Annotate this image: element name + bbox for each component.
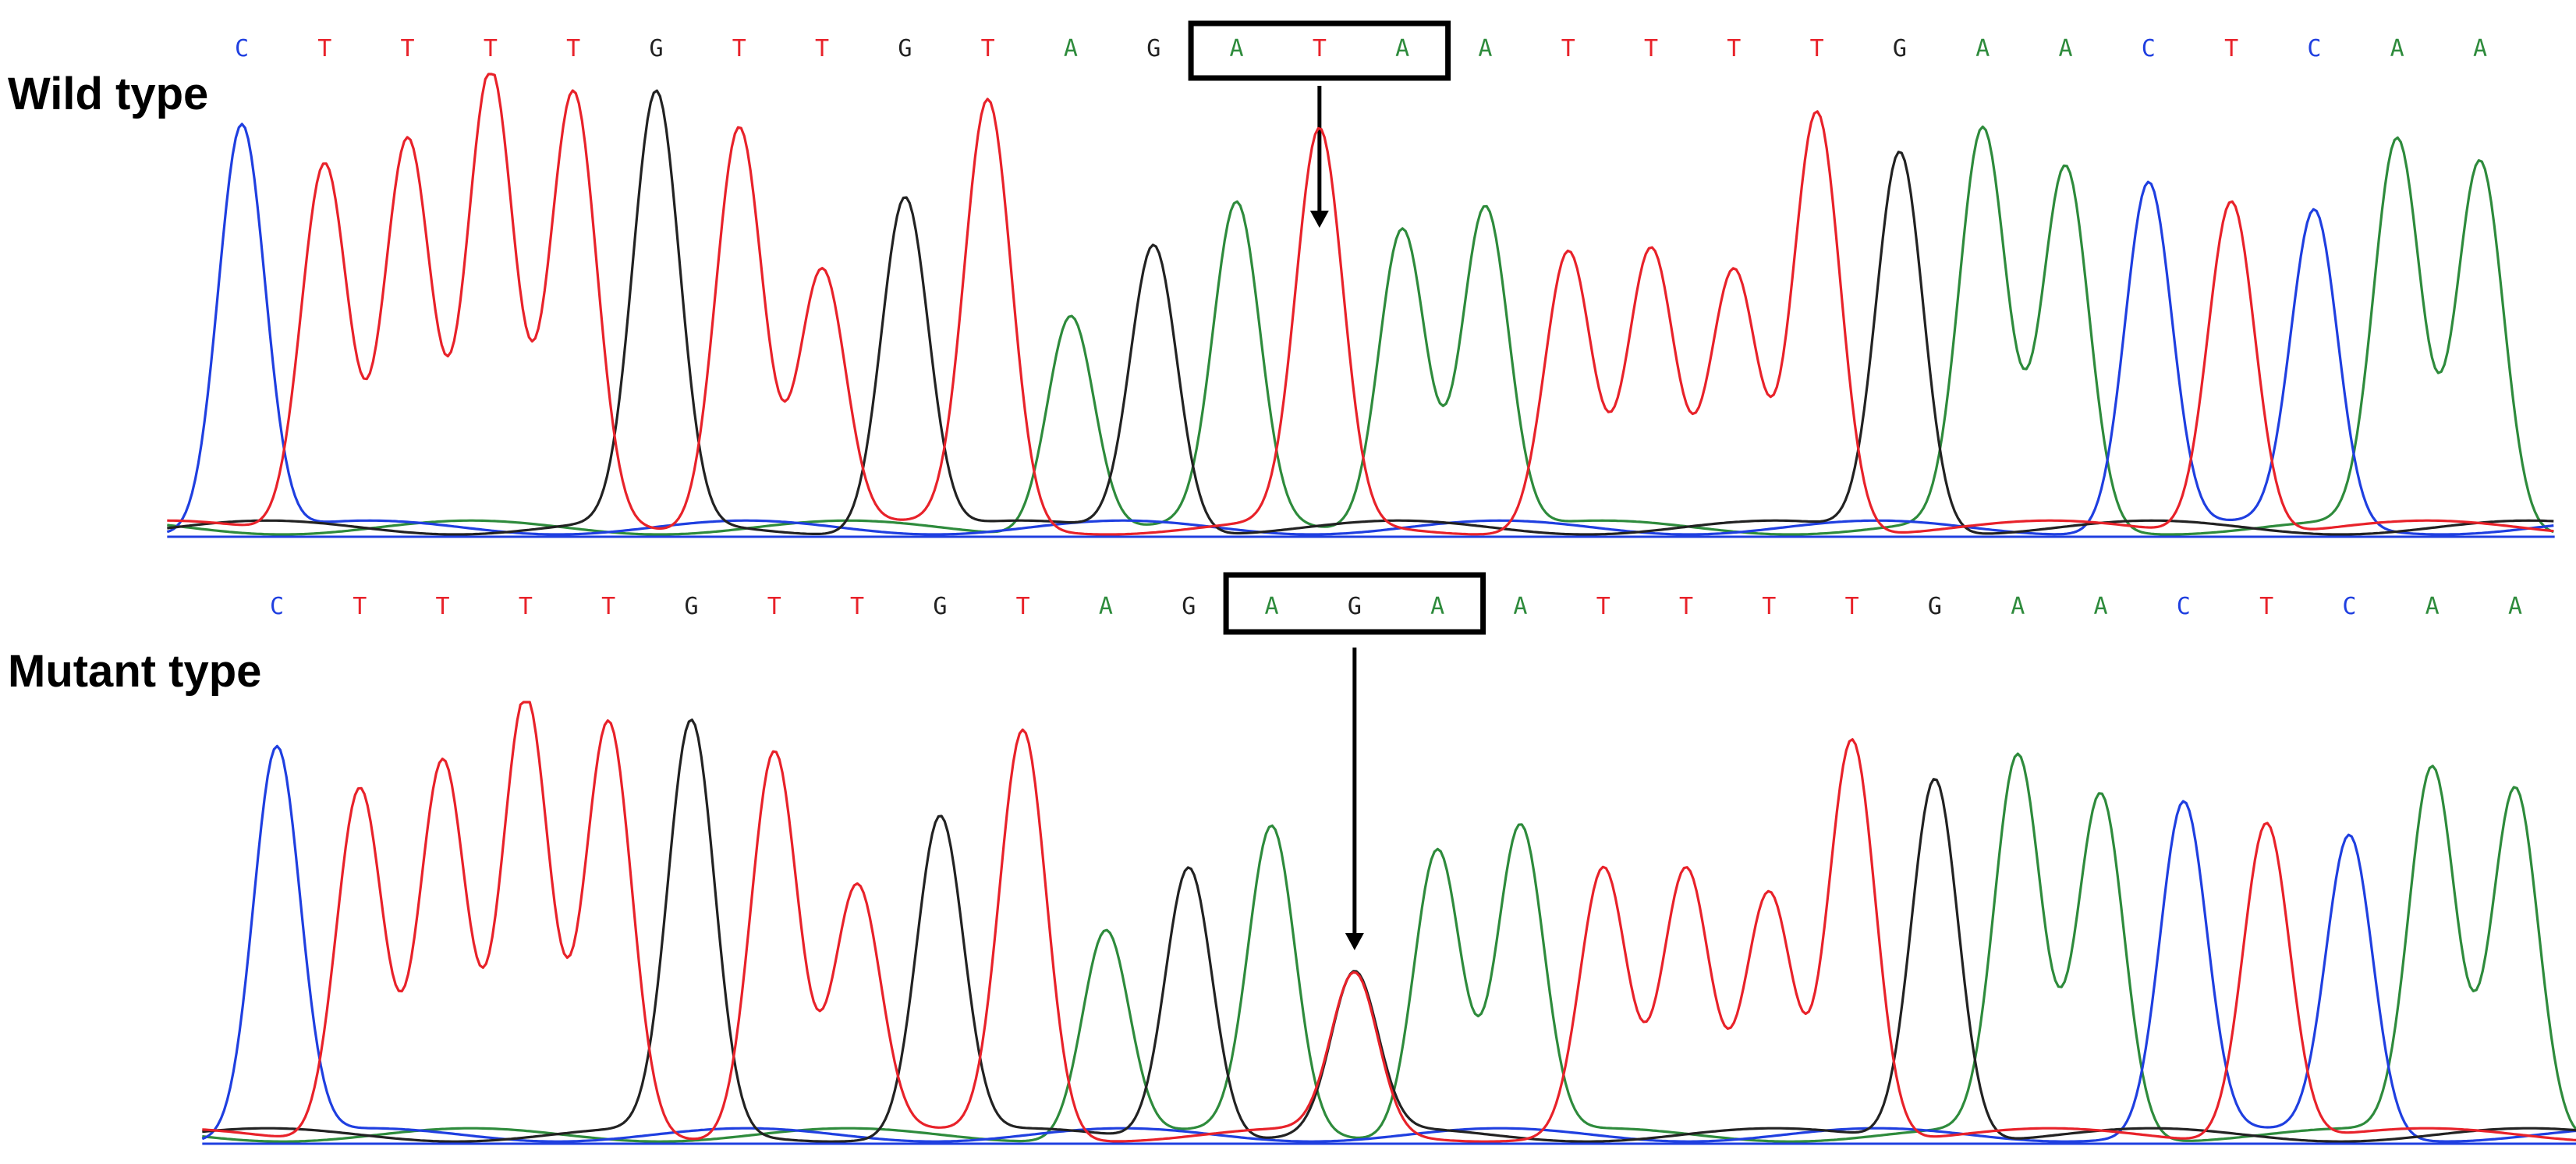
codon-box: [1223, 572, 1486, 635]
trace-channel-g: [202, 719, 2576, 1143]
base-call-letter: G: [933, 593, 947, 620]
base-call-letter: T: [1679, 593, 1693, 620]
base-call-letter: G: [649, 35, 663, 62]
base-call-letter: A: [2508, 593, 2522, 620]
base-call-letter: A: [2093, 593, 2107, 620]
panel-mutant-type: Mutant type C T T T T G T T G T A G A G A A T T T T G A A C T C A A: [8, 572, 2576, 1145]
base-call-letter: A: [2390, 35, 2404, 62]
base-call-letter: A: [2473, 35, 2487, 62]
base-call-letter: C: [270, 593, 284, 620]
base-call-letter: T: [566, 35, 580, 62]
panel-wild-type: Wild type C T T T T G T T G T A G A T A A T T T T G A A C T C A A: [8, 20, 2555, 538]
base-call-letter: T: [2259, 593, 2273, 620]
trace-channel-t: [202, 701, 2576, 1143]
trace-channel-a: [167, 125, 2554, 536]
base-call-letter: T: [732, 35, 746, 62]
base-call-letter: A: [1395, 35, 1409, 62]
panel-label-wild-type: Wild type: [8, 69, 208, 119]
base-call-letter: G: [1146, 35, 1160, 62]
trace-channel-a: [202, 752, 2576, 1143]
codon-box: [1188, 20, 1451, 81]
base-call-letter: A: [1230, 35, 1244, 62]
base-call-letter: T: [1727, 35, 1741, 62]
mutation-arrow-mutant-type: [1345, 648, 1364, 950]
base-call-letter: A: [1975, 35, 1990, 62]
base-call-letter: T: [1016, 593, 1030, 620]
chromatogram-trace-mutant-type: [201, 701, 2576, 1145]
codon-highlight-mutant-type: [1223, 572, 1486, 635]
chromatogram-trace-wild-type: [166, 73, 2555, 538]
base-call-letter: A: [1513, 593, 1527, 620]
arrow-head: [1345, 933, 1364, 950]
base-call-letter: T: [1313, 35, 1327, 62]
trace-channel-g: [167, 89, 2554, 536]
base-call-letter: G: [684, 593, 698, 620]
base-call-letter: A: [1430, 593, 1444, 620]
base-call-letter: T: [981, 35, 995, 62]
base-call-letter: T: [2224, 35, 2238, 62]
base-call-letter: G: [1182, 593, 1196, 620]
base-call-letter: T: [1644, 35, 1658, 62]
base-call-letter: A: [1099, 593, 1113, 620]
base-call-letter: T: [401, 35, 415, 62]
base-call-letter: T: [1845, 593, 1859, 620]
base-call-letter: T: [317, 35, 331, 62]
base-call-letter: C: [2142, 35, 2156, 62]
base-call-letter: A: [1478, 35, 1492, 62]
base-call-letter: G: [1348, 593, 1362, 620]
trace-channel-c: [166, 122, 2554, 536]
base-call-letter: T: [815, 35, 829, 62]
base-call-letter: T: [1762, 593, 1776, 620]
base-call-letter: A: [2058, 35, 2072, 62]
base-call-letter: A: [2011, 593, 2025, 620]
codon-highlight-wild-type: [1188, 20, 1451, 81]
base-call-letter: T: [601, 593, 615, 620]
base-call-letter: A: [1064, 35, 1078, 62]
base-call-letter: T: [1596, 593, 1610, 620]
arrow-head: [1309, 211, 1329, 228]
base-call-letter: T: [1561, 35, 1575, 62]
base-call-letter: G: [1893, 35, 1907, 62]
base-call-letter: T: [1810, 35, 1824, 62]
trace-channel-c: [201, 744, 2576, 1143]
panel-label-mutant-type: Mutant type: [8, 646, 261, 697]
base-call-letter: G: [898, 35, 912, 62]
base-call-letter: T: [353, 593, 367, 620]
base-call-letter: T: [484, 35, 498, 62]
base-call-letter: C: [2177, 593, 2191, 620]
base-call-letter: T: [767, 593, 781, 620]
base-call-letter: T: [436, 593, 450, 620]
base-call-letter: T: [850, 593, 864, 620]
base-call-letter: G: [1928, 593, 1942, 620]
base-call-letter: A: [2425, 593, 2440, 620]
mutation-arrow-wild-type: [1309, 86, 1329, 228]
base-call-letter: C: [2307, 35, 2321, 62]
base-call-letter: C: [2342, 593, 2356, 620]
base-call-letter: A: [1265, 593, 1279, 620]
base-call-letter: T: [519, 593, 533, 620]
base-call-letter: C: [235, 35, 249, 62]
trace-channel-t: [167, 73, 2554, 536]
